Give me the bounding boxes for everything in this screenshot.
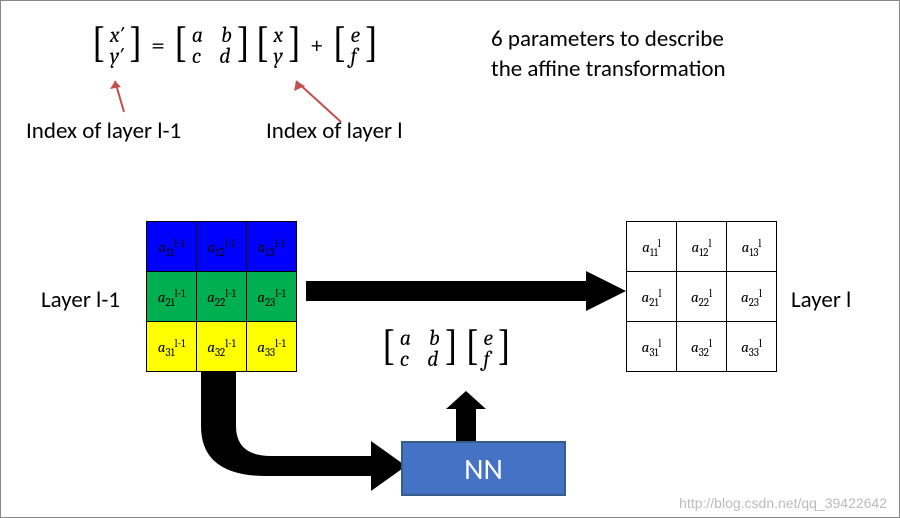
grid-cell: a33l	[727, 322, 777, 372]
param-description: 6 parameters to describe the affine tran…	[491, 25, 726, 85]
grid-cell: a12l-1	[197, 222, 247, 272]
grid-cell: a32l	[677, 322, 727, 372]
grid-cell: a21l	[627, 272, 677, 322]
label-index-l1: Index of layer l-1	[26, 117, 181, 145]
label-layer-l: Layer l	[791, 286, 851, 314]
label-index-l: Index of layer l	[266, 117, 403, 145]
nn-box: NN	[401, 441, 566, 496]
grid-cell: a13l	[727, 222, 777, 272]
grid-cell: a22l-1	[197, 272, 247, 322]
grid-cell: a21l-1	[147, 272, 197, 322]
watermark-text: http://blog.csdn.net/qq_39422642	[679, 495, 887, 511]
grid-cell: a31l	[627, 322, 677, 372]
plus-sign: +	[310, 31, 324, 60]
bracket-ef: [ e f ]	[332, 23, 379, 69]
equals-sign: =	[151, 31, 165, 60]
arrow-up-icon	[446, 391, 486, 448]
grid-cell: a23l-1	[247, 272, 297, 322]
grid-cell: a11l	[627, 222, 677, 272]
arrow-red-left	[109, 77, 139, 117]
bracket-xy-prime: [ x′ y′ ]	[91, 23, 143, 69]
bracket-xy: [ x y ]	[255, 23, 302, 69]
arrow-horizontal-icon	[306, 271, 626, 316]
grid-cell: a13l-1	[247, 222, 297, 272]
grid-cell: a33l-1	[247, 322, 297, 372]
grid-cell: a12l	[677, 222, 727, 272]
grid-layer-l: a11la12la13l a21la22la23l a31la32la33l	[626, 221, 777, 372]
arrow-curve-icon	[191, 371, 411, 496]
grid-cell: a23l	[727, 272, 777, 322]
grid-cell: a22l	[677, 272, 727, 322]
mid-equation-matrices: [ ab cd ] [ e f ]	[381, 326, 512, 372]
bracket-abcd: [ ab cd ]	[173, 23, 251, 69]
label-layer-l1: Layer l-1	[41, 286, 120, 314]
grid-layer-l1: a11l-1a12l-1a13l-1 a21l-1a22l-1a23l-1 a31l…	[146, 221, 297, 372]
mid-bracket-abcd: [ ab cd ]	[381, 326, 459, 372]
grid-cell: a11l-1	[147, 222, 197, 272]
mid-bracket-ef: [ e f ]	[465, 326, 512, 372]
top-equation: [ x′ y′ ] = [ ab cd ] [ x y ] + [ e f ]	[91, 23, 379, 69]
grid-cell: a31l-1	[147, 322, 197, 372]
grid-cell: a32l-1	[197, 322, 247, 372]
var-yprime: y′	[110, 46, 125, 67]
